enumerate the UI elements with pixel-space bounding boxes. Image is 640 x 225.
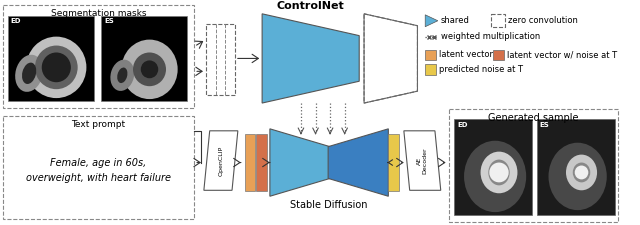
Bar: [425, 64, 436, 75]
Text: OpenCLIP: OpenCLIP: [218, 145, 223, 176]
Circle shape: [141, 61, 158, 78]
Text: AE
Decoder: AE Decoder: [417, 147, 428, 174]
Text: Segmentation masks: Segmentation masks: [51, 9, 147, 18]
Bar: [454, 119, 532, 215]
Polygon shape: [425, 15, 438, 27]
Ellipse shape: [488, 160, 509, 185]
Polygon shape: [270, 129, 330, 196]
Ellipse shape: [481, 152, 518, 193]
Bar: [244, 134, 255, 191]
Polygon shape: [404, 131, 441, 190]
Text: ES: ES: [540, 122, 550, 128]
Text: Generated sample: Generated sample: [488, 113, 579, 123]
Ellipse shape: [26, 37, 86, 98]
Text: ES: ES: [104, 18, 114, 24]
Text: shared: shared: [441, 16, 470, 25]
Bar: [206, 24, 235, 95]
Circle shape: [575, 166, 588, 179]
Text: latent vector: latent vector: [439, 50, 493, 59]
Ellipse shape: [573, 162, 590, 182]
Polygon shape: [262, 14, 359, 103]
Bar: [256, 134, 267, 191]
Polygon shape: [204, 131, 238, 190]
Circle shape: [490, 162, 509, 182]
Ellipse shape: [110, 60, 134, 91]
Bar: [3, 5, 194, 108]
Ellipse shape: [548, 143, 607, 210]
Text: zero convolution: zero convolution: [508, 16, 578, 25]
Text: Text prompt: Text prompt: [72, 120, 125, 129]
Bar: [425, 50, 436, 61]
Bar: [3, 116, 194, 219]
Bar: [493, 50, 504, 61]
Text: Stable Diffusion: Stable Diffusion: [291, 200, 368, 210]
Polygon shape: [328, 129, 388, 196]
Bar: [388, 134, 399, 191]
Ellipse shape: [15, 55, 43, 92]
Ellipse shape: [117, 68, 127, 83]
Text: weighted multiplication: weighted multiplication: [441, 32, 540, 41]
Text: Female, age in 60s,
overweight, with heart failure: Female, age in 60s, overweight, with hea…: [26, 158, 171, 183]
Ellipse shape: [122, 40, 178, 99]
Text: ED: ED: [457, 122, 468, 128]
Bar: [449, 109, 618, 222]
Ellipse shape: [464, 141, 526, 212]
Ellipse shape: [35, 45, 77, 89]
Text: latent vector w/ noise at T: latent vector w/ noise at T: [507, 50, 617, 59]
Text: ED: ED: [11, 18, 21, 24]
Text: predicted noise at T: predicted noise at T: [439, 65, 523, 74]
Bar: [537, 119, 614, 215]
Ellipse shape: [133, 52, 166, 86]
Circle shape: [42, 52, 71, 82]
Ellipse shape: [566, 155, 597, 190]
Bar: [101, 16, 188, 101]
Text: ControlNet: ControlNet: [276, 1, 344, 11]
Bar: [492, 14, 505, 27]
Bar: [8, 16, 94, 101]
Ellipse shape: [22, 63, 36, 84]
